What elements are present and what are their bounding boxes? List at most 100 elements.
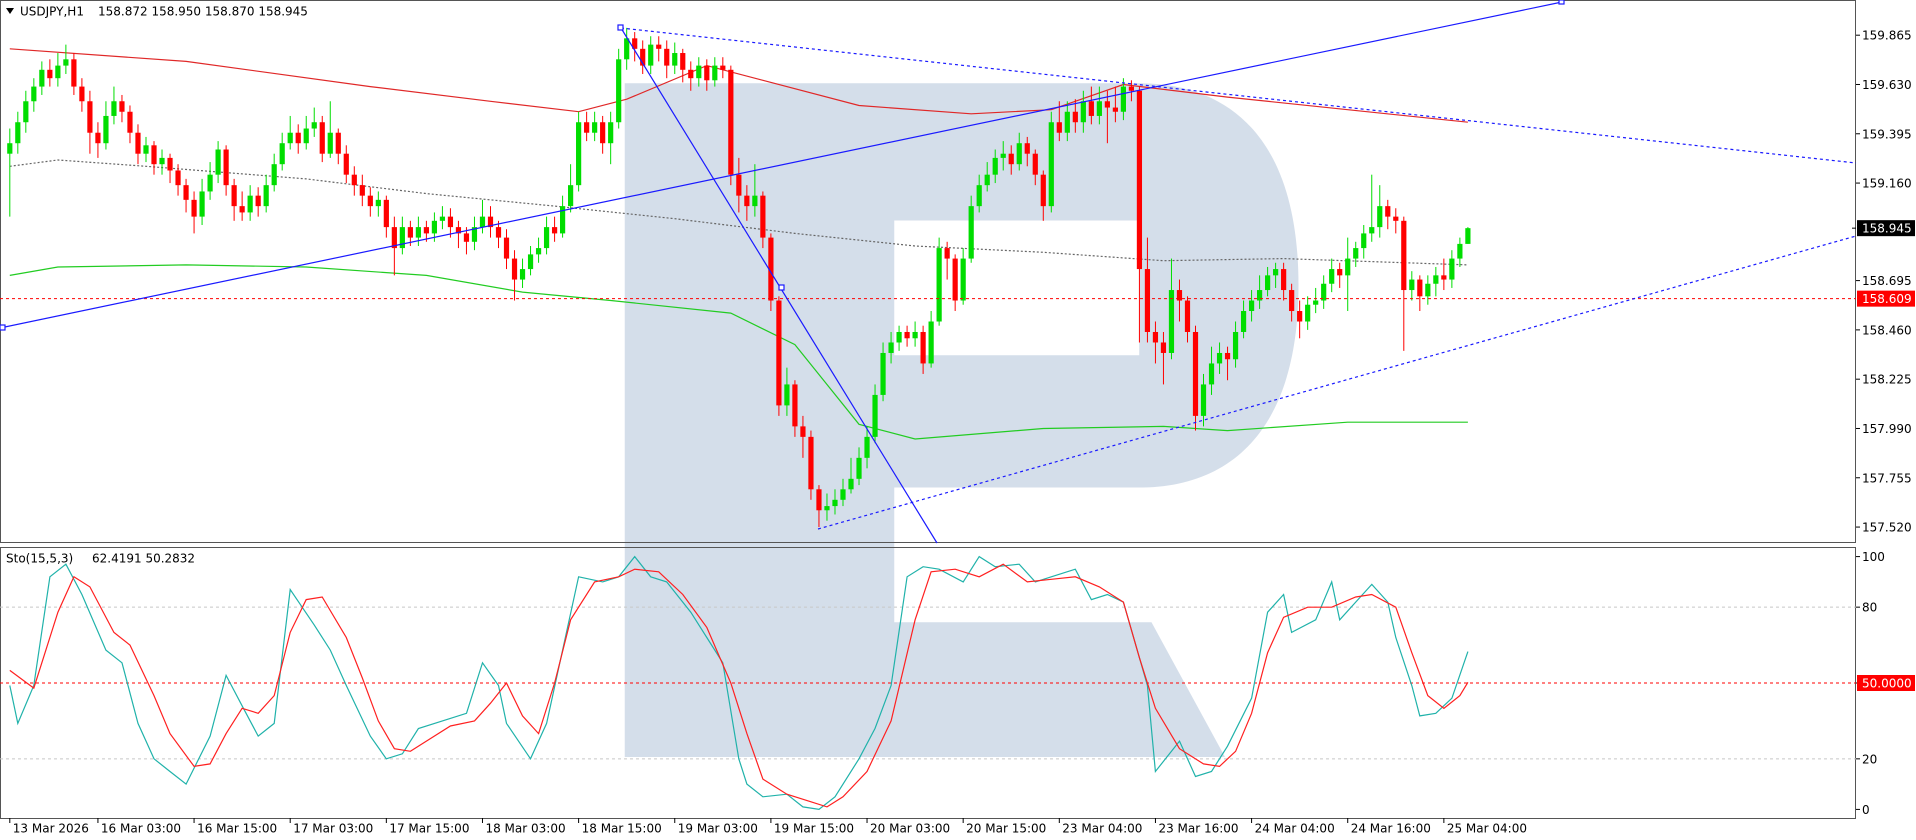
candle-body <box>143 145 149 154</box>
candle-body <box>808 436 814 490</box>
candle-body <box>632 38 638 49</box>
candle-body <box>1345 258 1351 276</box>
candle-body <box>672 53 678 66</box>
candle-body <box>616 59 622 123</box>
candle-body <box>367 195 373 207</box>
candle-body <box>1200 384 1207 416</box>
candle-body <box>688 69 694 79</box>
x-tick-label: 24 Mar 04:00 <box>1255 822 1335 836</box>
candle-body <box>648 44 654 66</box>
candle-body <box>1192 331 1199 416</box>
candle-body <box>1112 107 1118 112</box>
candle-body <box>1160 342 1167 353</box>
candle-body <box>832 499 838 507</box>
x-tick-label: 20 Mar 03:00 <box>870 822 950 836</box>
candle-body <box>1465 228 1471 244</box>
candle-body <box>704 65 710 81</box>
x-tick-label: 25 Mar 04:00 <box>1447 822 1527 836</box>
candle-body <box>1377 206 1383 228</box>
candle-body <box>568 185 574 207</box>
candle-body <box>1056 122 1062 133</box>
candle-body <box>1000 153 1006 158</box>
candle-body <box>1401 220 1407 291</box>
candle-body <box>624 38 630 60</box>
y-tick-label: 158.695 <box>1862 274 1912 288</box>
candle-body <box>31 86 37 102</box>
candle-body <box>255 195 261 207</box>
candle-body <box>1240 311 1247 332</box>
x-tick-label: 16 Mar 03:00 <box>101 822 181 836</box>
candle-body <box>936 248 942 322</box>
trend-lines <box>0 0 1857 544</box>
candle-body <box>760 195 766 238</box>
candle-body <box>359 185 365 196</box>
y-tick-label: 80 <box>1862 601 1877 615</box>
candle-body <box>1256 290 1263 301</box>
y-tick-label: 157.990 <box>1862 422 1912 436</box>
candle-body <box>375 199 381 207</box>
candle-body <box>864 436 870 458</box>
x-tick-label: 24 Mar 16:00 <box>1351 822 1431 836</box>
y-tick-label: 159.865 <box>1862 29 1912 43</box>
candle-body <box>736 174 742 196</box>
candle-body <box>1224 352 1231 360</box>
y-tick-label: 157.520 <box>1862 521 1912 535</box>
candle-body <box>1152 331 1159 343</box>
y-tick-label: 20 <box>1862 752 1877 766</box>
x-tick-label: 18 Mar 15:00 <box>582 822 662 836</box>
candle-body <box>527 254 534 270</box>
candle-body <box>407 227 413 238</box>
candle-body <box>1008 153 1014 165</box>
candle-body <box>335 132 341 154</box>
candle-body <box>1369 227 1375 234</box>
candle-body <box>1313 300 1319 305</box>
candle-body <box>1216 352 1223 364</box>
candle-body <box>952 258 958 301</box>
candle-body <box>944 248 950 259</box>
x-tick-label: 19 Mar 03:00 <box>678 822 758 836</box>
candle-body <box>87 101 93 133</box>
anchor-point <box>1558 0 1565 5</box>
candle-body <box>1409 279 1415 291</box>
candle-body <box>696 65 702 79</box>
price-label-box <box>1857 220 1915 237</box>
indicator-line <box>9 159 1468 266</box>
candle-body <box>351 174 357 186</box>
candle-body <box>223 149 229 186</box>
candle-body <box>511 258 518 280</box>
candle-body <box>1393 216 1399 221</box>
candle-body <box>47 69 53 79</box>
candle-body <box>295 132 301 144</box>
candle-body <box>1273 269 1279 276</box>
candle-body <box>343 153 349 175</box>
collapse-arrow[interactable] <box>6 8 14 14</box>
x-tick-label: 20 Mar 15:00 <box>966 822 1046 836</box>
candle-body <box>1016 143 1022 165</box>
candle-body <box>872 394 878 437</box>
candle-body <box>1096 101 1102 116</box>
indicator-line <box>9 563 1469 808</box>
candle-body <box>1329 269 1335 284</box>
candle-body <box>576 122 582 186</box>
candle-body <box>840 489 846 500</box>
y-tick-label: 157.755 <box>1862 471 1912 485</box>
symbol-title: USDJPY,H1 <box>20 5 84 19</box>
candle-body <box>1449 258 1455 280</box>
candle-body <box>1297 311 1303 322</box>
candle-body <box>928 321 934 364</box>
y-tick-label: 158.225 <box>1862 373 1912 387</box>
candle-body <box>712 65 718 81</box>
indicator-values: 62.4191 50.2832 <box>92 552 195 566</box>
candle-body <box>1337 269 1343 276</box>
candle-body <box>1385 206 1391 217</box>
candle-body <box>135 132 141 154</box>
candle-body <box>167 157 173 171</box>
candle-body <box>519 269 526 280</box>
candle-body <box>1136 90 1143 270</box>
y-tick-label: 159.160 <box>1862 177 1912 191</box>
candle-body <box>1064 111 1070 133</box>
anchor-point <box>617 24 624 31</box>
candle-body <box>471 227 478 242</box>
candle-body <box>792 384 798 427</box>
candle-body <box>263 185 269 207</box>
